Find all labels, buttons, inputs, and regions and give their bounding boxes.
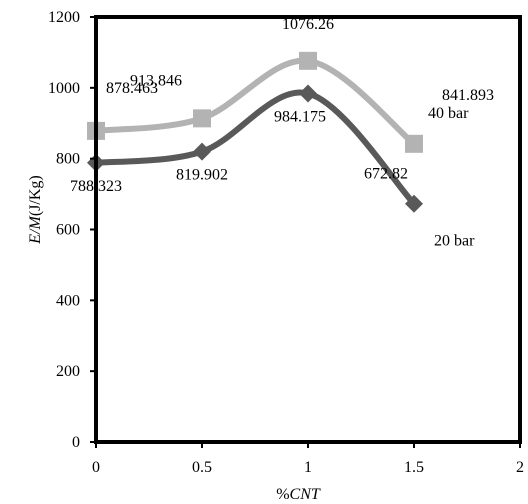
series-layer	[87, 51, 423, 213]
data-point-marker	[299, 51, 317, 70]
x-tick-label: 0	[92, 459, 100, 476]
y-axis-title-unit: (J/Kg)	[27, 175, 44, 216]
ticks-layer: 0 200 400 600 800 1000 1200 0 0.5 1 1.5 2	[48, 9, 524, 476]
x-tick-label: 1.5	[404, 459, 424, 476]
x-tick-label: 2	[516, 459, 524, 476]
data-point-marker	[193, 109, 211, 128]
data-label: 984.175	[274, 108, 326, 125]
y-axis-title: E/M(J/Kg)	[27, 175, 44, 244]
series-name-label: 20 bar	[434, 233, 475, 250]
data-point-marker	[193, 142, 211, 161]
data-label: 913.846	[130, 72, 182, 89]
y-tick-label: 400	[56, 292, 80, 309]
y-axis-title-variable: E/M	[27, 215, 44, 245]
data-label: 788.323	[70, 178, 122, 195]
series-line	[93, 57, 417, 147]
series-line	[93, 89, 417, 207]
data-point-marker	[299, 84, 317, 103]
data-point-marker	[405, 134, 423, 153]
y-tick-label: 800	[56, 151, 80, 168]
y-tick-label: 600	[56, 222, 80, 239]
x-axis-title-prefix: %	[276, 486, 289, 503]
y-tick-label: 0	[72, 434, 80, 451]
data-label: 878.463	[106, 80, 158, 97]
y-tick-label: 200	[56, 363, 80, 380]
data-label: 819.902	[176, 167, 228, 184]
data-point-marker	[405, 194, 423, 213]
data-label: 841.893	[442, 87, 494, 104]
x-tick-label: 1	[304, 459, 312, 476]
series-name-label: 40 bar	[428, 105, 469, 122]
data-label: 1076.26	[282, 16, 334, 33]
data-label: 672.82	[364, 166, 408, 183]
x-tick-label: 0.5	[192, 459, 212, 476]
x-axis-title-variable: CNT	[290, 486, 321, 503]
y-tick-label: 1200	[48, 9, 80, 26]
x-axis-title: %CNT	[276, 486, 321, 503]
y-tick-label: 1000	[48, 80, 80, 97]
